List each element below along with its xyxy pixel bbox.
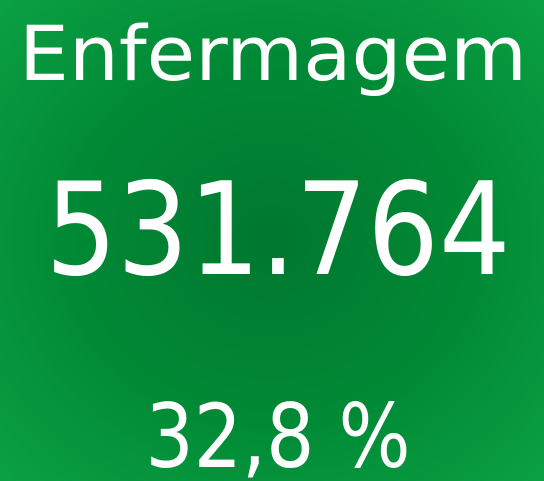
title: Enfermagem — [19, 9, 527, 98]
share: 32,8 % — [146, 385, 411, 481]
value: 531.764 — [46, 156, 511, 305]
